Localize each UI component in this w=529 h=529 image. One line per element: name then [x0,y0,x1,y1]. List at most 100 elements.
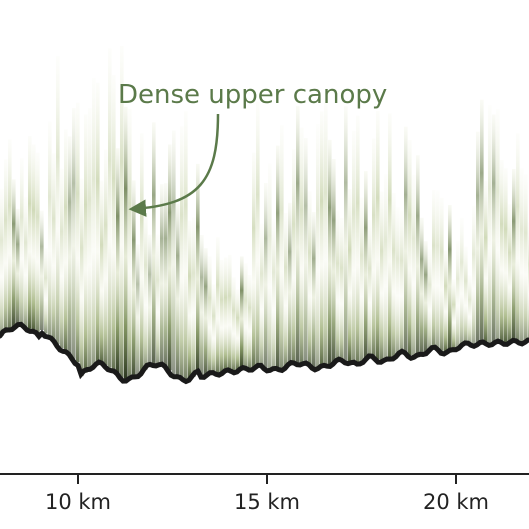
canopy-column [60,168,64,348]
canopy-column [128,108,132,381]
canopy-column [276,145,280,371]
canopy-column [64,129,68,352]
canopy-column [508,204,512,343]
canopy-column [32,144,36,332]
annotation: Dense upper canopy [118,80,387,217]
canopy-column [160,184,164,365]
canopy-column [0,188,4,336]
canopy-column [132,180,136,379]
canopy-column [328,139,332,366]
canopy-column [56,56,60,345]
canopy-column [324,98,328,368]
canopy-column [304,138,308,365]
canopy-column [68,136,72,356]
canopy-column [248,275,252,369]
canopy-column [488,105,492,344]
canopy-column [448,205,452,353]
canopy-column [496,109,500,344]
canopy-column [416,155,420,358]
canopy-column [268,163,272,370]
canopy-column [504,168,508,343]
canopy-column [240,256,244,370]
canopy-column [52,153,56,341]
canopy-column [244,263,248,370]
canopy-column [156,234,160,364]
canopy-column [500,160,504,343]
annotation-arrow [128,113,220,217]
canopy-column [108,48,112,368]
canopy-column [12,179,16,328]
canopy-column [456,241,460,349]
canopy-column [112,75,116,371]
canopy-column [356,115,360,365]
canopy-column [520,168,524,342]
canopy-column [280,125,284,370]
canopy-column [408,140,412,355]
canopy-column [40,210,44,330]
canopy-column [220,259,224,373]
canopy-column [204,248,208,376]
canopy-column [412,174,416,357]
canopy-column [80,178,84,377]
canopy-column [336,210,340,362]
canopy-column [472,205,476,345]
canopy-column [384,174,388,362]
canopy-column [308,191,312,366]
canopy-column [484,180,488,344]
canopy-column [364,171,368,360]
canopy-column [400,210,404,354]
canopy-column [340,218,344,361]
canopy-column [264,183,268,368]
ground-profile [0,321,529,385]
canopy-column [252,152,256,369]
canopy-column [232,277,236,372]
canopy-column [372,138,376,358]
canopy-column [124,106,128,380]
x-axis: 10 km 15 km 20 km [0,473,529,514]
canopy-column [256,101,260,368]
canopy-column [224,257,228,373]
canopy-column [452,279,456,351]
canopy-column [392,193,396,358]
canopy-column [120,46,124,378]
canopy-column [480,99,484,344]
canopy-column [208,256,212,375]
x-tick-label: 15 km [234,490,300,514]
canopy-column [352,130,356,364]
canopy-column [524,174,528,342]
canopy-column [404,126,408,354]
canopy-column [168,144,172,371]
canopy-column [344,106,348,362]
canopy-column [360,197,364,363]
canopy-column [212,284,216,375]
canopy-column [468,275,472,345]
canopy-column [288,202,292,366]
canopy-column [180,126,184,380]
canopy-column [196,163,200,374]
canopy-column [492,114,496,344]
canopy-column [260,223,264,367]
canopy-column [184,111,188,381]
canopy-column [84,114,88,373]
canopy-column [316,124,320,368]
canopy-column [216,237,220,374]
canopy-column [188,220,192,380]
canopy-column [144,209,148,370]
canopy-column [176,203,180,378]
canopy-column [436,190,440,350]
canopy-column [48,121,52,338]
canopy-column [348,189,352,362]
canopy-column [460,217,464,345]
canopy-column [200,235,204,376]
canopy-column [396,207,400,356]
canopy-column [424,241,428,354]
canopy-column [72,108,76,359]
canopy-column [76,102,80,363]
canopy-column [100,180,104,365]
canopy-column [140,133,144,374]
canopy-column [300,127,304,364]
canopy-column [236,289,240,371]
canopy-column [368,220,372,358]
canopy-column [136,244,140,377]
